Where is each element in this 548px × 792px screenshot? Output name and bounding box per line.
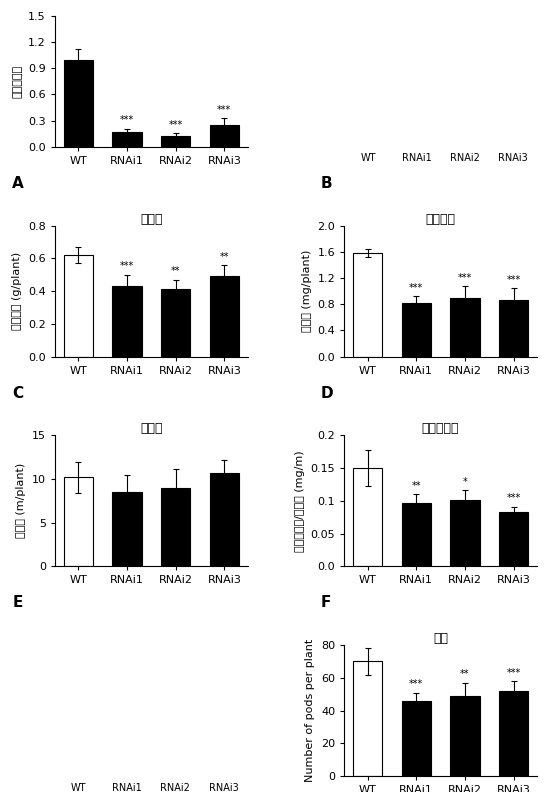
Title: 总根长: 总根长 bbox=[140, 422, 163, 436]
Bar bbox=[64, 255, 93, 356]
Text: ***: *** bbox=[409, 680, 424, 689]
Text: ***: *** bbox=[506, 275, 521, 284]
Text: RNAi2: RNAi2 bbox=[161, 782, 190, 792]
Bar bbox=[499, 512, 528, 566]
Bar bbox=[210, 473, 239, 566]
Polygon shape bbox=[418, 32, 421, 39]
Text: **: ** bbox=[171, 266, 180, 276]
Text: WT: WT bbox=[361, 154, 376, 163]
Text: C: C bbox=[13, 386, 24, 401]
Polygon shape bbox=[369, 47, 373, 53]
Text: *: * bbox=[463, 477, 467, 487]
Bar bbox=[64, 59, 93, 147]
Bar bbox=[161, 488, 190, 566]
Y-axis label: Number of pods per plant: Number of pods per plant bbox=[305, 639, 316, 782]
Bar bbox=[450, 298, 480, 356]
Bar bbox=[353, 253, 382, 356]
Bar bbox=[450, 500, 480, 566]
Polygon shape bbox=[460, 61, 464, 67]
Text: RNAi3: RNAi3 bbox=[498, 154, 528, 163]
Polygon shape bbox=[514, 32, 518, 39]
Bar bbox=[210, 125, 239, 147]
Title: 生物量: 生物量 bbox=[140, 212, 163, 226]
Text: ***: *** bbox=[168, 120, 182, 130]
Text: RNAi2: RNAi2 bbox=[450, 154, 480, 163]
Bar bbox=[353, 661, 382, 776]
Polygon shape bbox=[460, 73, 464, 79]
Text: D: D bbox=[321, 386, 334, 401]
Bar bbox=[450, 696, 480, 776]
Bar bbox=[161, 135, 190, 147]
Polygon shape bbox=[412, 61, 415, 67]
Text: ***: *** bbox=[506, 668, 521, 678]
Bar bbox=[161, 290, 190, 356]
Polygon shape bbox=[412, 73, 415, 79]
Text: **: ** bbox=[460, 669, 470, 680]
Polygon shape bbox=[460, 47, 464, 53]
Bar bbox=[112, 132, 141, 147]
Polygon shape bbox=[363, 32, 367, 39]
Bar bbox=[112, 286, 141, 356]
Text: RNAi1: RNAi1 bbox=[112, 782, 142, 792]
Bar bbox=[402, 303, 431, 356]
Polygon shape bbox=[363, 73, 367, 79]
Text: F: F bbox=[321, 596, 332, 611]
Bar bbox=[112, 492, 141, 566]
Text: ***: *** bbox=[217, 105, 231, 115]
Polygon shape bbox=[412, 32, 415, 39]
Text: RNAi3: RNAi3 bbox=[209, 782, 238, 792]
Text: WT: WT bbox=[71, 782, 87, 792]
Polygon shape bbox=[369, 32, 373, 39]
Text: A: A bbox=[13, 176, 24, 191]
Polygon shape bbox=[514, 73, 518, 79]
Polygon shape bbox=[508, 61, 512, 67]
Text: **: ** bbox=[412, 481, 421, 491]
Polygon shape bbox=[508, 32, 512, 39]
Text: E: E bbox=[13, 596, 22, 611]
Polygon shape bbox=[508, 73, 512, 79]
Text: ***: *** bbox=[120, 116, 134, 125]
Polygon shape bbox=[369, 73, 373, 79]
Polygon shape bbox=[508, 47, 512, 53]
Title: 荚数: 荚数 bbox=[433, 632, 448, 645]
Text: B: B bbox=[321, 176, 333, 191]
Polygon shape bbox=[418, 47, 421, 53]
Y-axis label: 相对表达量: 相对表达量 bbox=[13, 65, 22, 98]
Polygon shape bbox=[412, 47, 415, 53]
Polygon shape bbox=[514, 47, 518, 53]
Text: ***: *** bbox=[120, 261, 134, 272]
Polygon shape bbox=[418, 61, 421, 67]
Title: 磷吸收量: 磷吸收量 bbox=[426, 212, 455, 226]
Bar bbox=[499, 691, 528, 776]
Bar bbox=[353, 468, 382, 566]
Text: RNAi1: RNAi1 bbox=[402, 154, 431, 163]
Bar bbox=[64, 478, 93, 566]
Text: ***: *** bbox=[506, 493, 521, 504]
Y-axis label: 植株磷含量/总根长 (mg/m): 植株磷含量/总根长 (mg/m) bbox=[295, 450, 305, 552]
Bar bbox=[402, 701, 431, 776]
Bar bbox=[402, 503, 431, 566]
Bar bbox=[499, 299, 528, 356]
Bar bbox=[210, 276, 239, 356]
Text: ***: *** bbox=[409, 283, 424, 293]
Polygon shape bbox=[466, 47, 470, 53]
Polygon shape bbox=[369, 61, 373, 67]
Polygon shape bbox=[466, 73, 470, 79]
Polygon shape bbox=[466, 32, 470, 39]
Text: **: ** bbox=[220, 252, 229, 261]
Polygon shape bbox=[418, 73, 421, 79]
Polygon shape bbox=[363, 47, 367, 53]
Polygon shape bbox=[363, 61, 367, 67]
Y-axis label: 总根长 (m/plant): 总根长 (m/plant) bbox=[16, 463, 26, 539]
Y-axis label: 磷含量 (mg/plant): 磷含量 (mg/plant) bbox=[302, 250, 312, 333]
Text: ***: *** bbox=[458, 272, 472, 283]
Y-axis label: 植株干重 (g/plant): 植株干重 (g/plant) bbox=[13, 252, 22, 330]
Polygon shape bbox=[466, 61, 470, 67]
Title: 磷吸收效率: 磷吸收效率 bbox=[422, 422, 459, 436]
Polygon shape bbox=[460, 32, 464, 39]
Polygon shape bbox=[514, 61, 518, 67]
